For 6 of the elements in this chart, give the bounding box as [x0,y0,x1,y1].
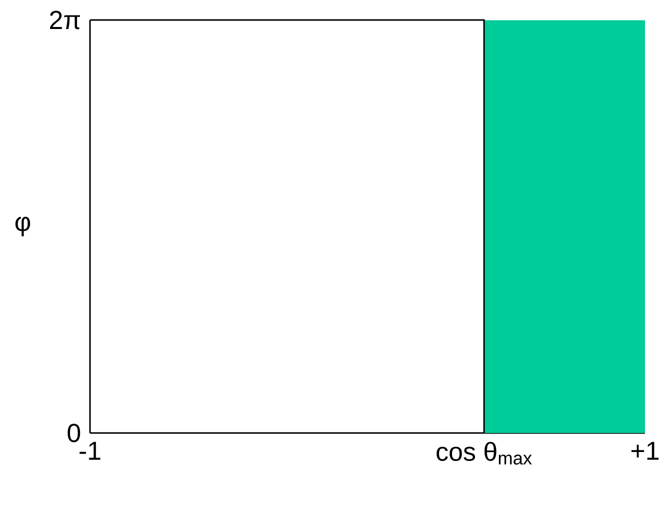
y-tick-label: 2π [50,10,80,30]
x-tick-label: -1 [80,442,100,460]
x-tick-label: cos θ$_{max}$ [436,442,532,465]
y-tick-label: 0 [68,424,80,442]
x-tick-label: +1 [631,442,659,460]
y-axis-title: φ [15,216,30,236]
